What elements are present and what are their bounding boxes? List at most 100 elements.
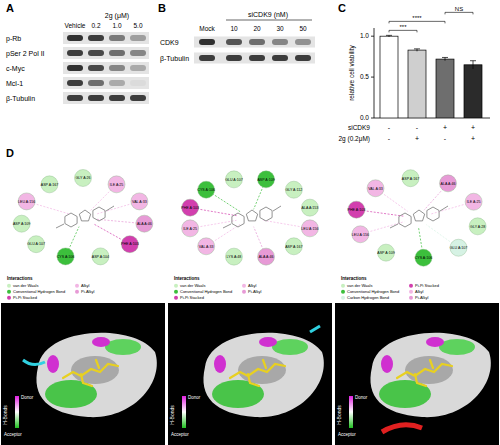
ligand-sticks <box>397 360 452 386</box>
row-label: CDK9 <box>160 39 179 46</box>
legend-swatch <box>242 290 246 294</box>
error-line <box>473 61 474 69</box>
band <box>226 39 242 45</box>
ligand-bond <box>223 206 281 228</box>
lane-label: 10 <box>230 25 238 32</box>
band <box>67 95 83 101</box>
y-axis-label: relative cell viability <box>348 44 356 100</box>
blot-strip <box>194 53 315 64</box>
band <box>88 50 104 56</box>
error-cap <box>442 57 448 58</box>
bar <box>464 65 482 118</box>
residue-label: ALA A:153 <box>301 206 318 210</box>
y-tick <box>371 77 374 78</box>
legend-swatch <box>409 290 413 294</box>
surface-bg <box>168 303 332 445</box>
band <box>109 50 125 56</box>
ligand-ring <box>427 207 439 221</box>
row-label: pSer 2 Pol II <box>6 50 45 58</box>
band <box>130 65 146 71</box>
residue <box>225 248 242 265</box>
legend-label: van der Waals <box>13 283 38 288</box>
residue <box>225 171 242 188</box>
band <box>199 39 215 45</box>
figure: ABCD2g (μM)Vehicle0.21.05.0p-RbpSer 2 Po… <box>0 0 500 445</box>
residue <box>41 176 58 193</box>
residue-label: VAL A:33 <box>368 187 383 191</box>
y-tick <box>371 118 374 119</box>
residue-label: ASP A:167 <box>402 177 419 181</box>
residue <box>198 181 215 198</box>
condition-mark: + <box>415 135 419 142</box>
residue <box>28 236 45 253</box>
residue-label: PHE A:103 <box>348 208 366 212</box>
residue-label: VAL A:33 <box>132 200 147 204</box>
band <box>109 80 125 86</box>
legend-label: Pi-Pi Stacked <box>180 295 204 300</box>
error-bar <box>442 57 448 60</box>
band <box>295 39 311 45</box>
residue <box>108 176 125 193</box>
interaction-diagram: GLY A:26ILE A:25VAL A:33ALA A:46PHE A:10… <box>7 170 153 301</box>
residue <box>182 220 199 237</box>
legend-swatch <box>242 284 246 288</box>
surface-legend-bottom: Acceptor <box>4 432 22 437</box>
surface-legend-top: Donor <box>355 395 368 400</box>
residue-label: VAL A:33 <box>199 245 214 249</box>
residue-label: CYS A:106 <box>57 255 75 259</box>
residue <box>18 193 35 210</box>
legend-swatch <box>174 290 178 294</box>
legend-swatch <box>7 284 11 288</box>
error-bar <box>470 61 476 69</box>
donor-patch <box>381 355 393 373</box>
residue <box>258 171 275 188</box>
band <box>249 55 265 61</box>
blot-strip <box>63 32 149 44</box>
residue <box>367 180 384 197</box>
y-tick-label: 1.0 <box>360 32 369 39</box>
error-line <box>445 57 446 60</box>
legend-label: Pi-Pi Stacked <box>415 283 439 288</box>
residue <box>469 218 486 235</box>
legend-label: Pi-Alkyl <box>415 295 428 300</box>
residue-label: ALA A:46 <box>259 255 274 259</box>
y-tick <box>371 36 374 37</box>
acceptor-patch <box>439 339 475 355</box>
donor-patch <box>92 337 110 347</box>
condition-label: 2g (0.2μM) <box>338 135 370 143</box>
acceptor-patch <box>272 339 308 355</box>
ligand-sticks <box>63 360 118 386</box>
ligand-ring <box>93 207 105 221</box>
band <box>88 35 104 41</box>
surface-legend-top: Donor <box>21 395 34 400</box>
lane-label: 0.2 <box>91 22 100 29</box>
residue-label: GLY A:112 <box>285 188 302 192</box>
surface-legend-title: H-Bonds <box>2 405 8 425</box>
ribbon <box>23 360 45 365</box>
panel-label: C <box>338 2 346 14</box>
residue-label: GLY A:26 <box>75 176 90 180</box>
legend-label: Alkyl <box>415 289 424 294</box>
legend-label: Conventional Hydrogen Bond <box>13 289 65 294</box>
residue <box>182 199 199 216</box>
residue-label: GLY A:28 <box>470 225 485 229</box>
surface-legend-bottom: Acceptor <box>338 432 356 437</box>
residue <box>348 201 365 218</box>
lane-label: 1.0 <box>112 22 121 29</box>
blot-strip <box>63 62 149 74</box>
interaction-diagram: ASP A:109GLY A:112ALA A:153LEU A:156ASP … <box>174 171 318 300</box>
residue-label: ILE A:25 <box>183 227 197 231</box>
panel-label: B <box>158 2 166 14</box>
residue-label: ILE A:25 <box>467 200 481 204</box>
ligand-bond <box>390 206 448 228</box>
band <box>130 35 146 41</box>
ligand-ring <box>246 210 257 221</box>
condition-mark: + <box>471 124 475 131</box>
residue-label: PHE A:103 <box>181 206 199 210</box>
donor-patch <box>426 337 444 347</box>
error-bar <box>414 49 420 51</box>
residue-label: GLU A:107 <box>27 242 45 246</box>
band <box>249 39 265 45</box>
residue-label: ASP A:109 <box>377 251 394 255</box>
header-line <box>226 20 312 21</box>
